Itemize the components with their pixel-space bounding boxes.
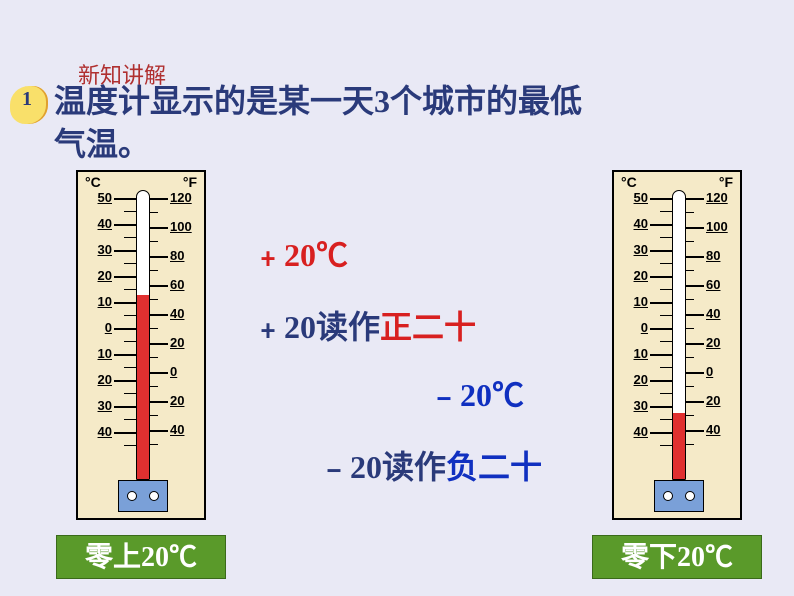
unit-f-label: °F: [183, 174, 197, 190]
mercury-fill: [137, 295, 149, 479]
negative-20-reading: ﹣20读作负二十: [318, 442, 542, 488]
unit-f-label: °F: [719, 174, 733, 190]
positive-20c: ﹢20℃: [252, 230, 348, 276]
reading-value: 正二十: [380, 309, 476, 345]
positive-20-reading: ﹢20读作正二十: [252, 302, 476, 348]
unit-c-label: °C: [621, 174, 637, 190]
thermometer-base: [654, 480, 704, 512]
fahrenheit-scale: 1201008060402002040: [146, 198, 198, 459]
reading-prefix: ﹢20读作: [252, 309, 380, 345]
unit-c-label: °C: [85, 174, 101, 190]
thermometer-base: [118, 480, 168, 512]
celsius-scale: 5040302010010203040: [84, 198, 136, 458]
fahrenheit-scale: 1201008060402002040: [682, 198, 734, 459]
thermometer-right: °C °F 5040302010010203040 12010080604020…: [612, 170, 742, 520]
page-title: 温度计显示的是某一天3个城市的最低 气温。: [54, 80, 774, 166]
celsius-scale: 5040302010010203040: [620, 198, 672, 458]
reading-value: 负二十: [446, 449, 542, 485]
thermometer-tube: [136, 190, 150, 480]
base-dot-icon: [127, 491, 137, 501]
base-dot-icon: [663, 491, 673, 501]
caption-below-zero: 零下20℃: [592, 535, 762, 579]
thermometer-tube: [672, 190, 686, 480]
negative-20c: ﹣20℃: [428, 370, 524, 416]
title-line1: 温度计显示的是某一天3个城市的最低: [54, 83, 582, 119]
thermometer-left: °C °F 5040302010010203040 12010080604020…: [76, 170, 206, 520]
title-line2: 气温。: [54, 126, 150, 162]
mercury-fill: [673, 413, 685, 479]
caption-above-zero: 零上20℃: [56, 535, 226, 579]
reading-prefix: ﹣20读作: [318, 449, 446, 485]
badge-number: 1: [22, 88, 32, 111]
base-dot-icon: [685, 491, 695, 501]
base-dot-icon: [149, 491, 159, 501]
